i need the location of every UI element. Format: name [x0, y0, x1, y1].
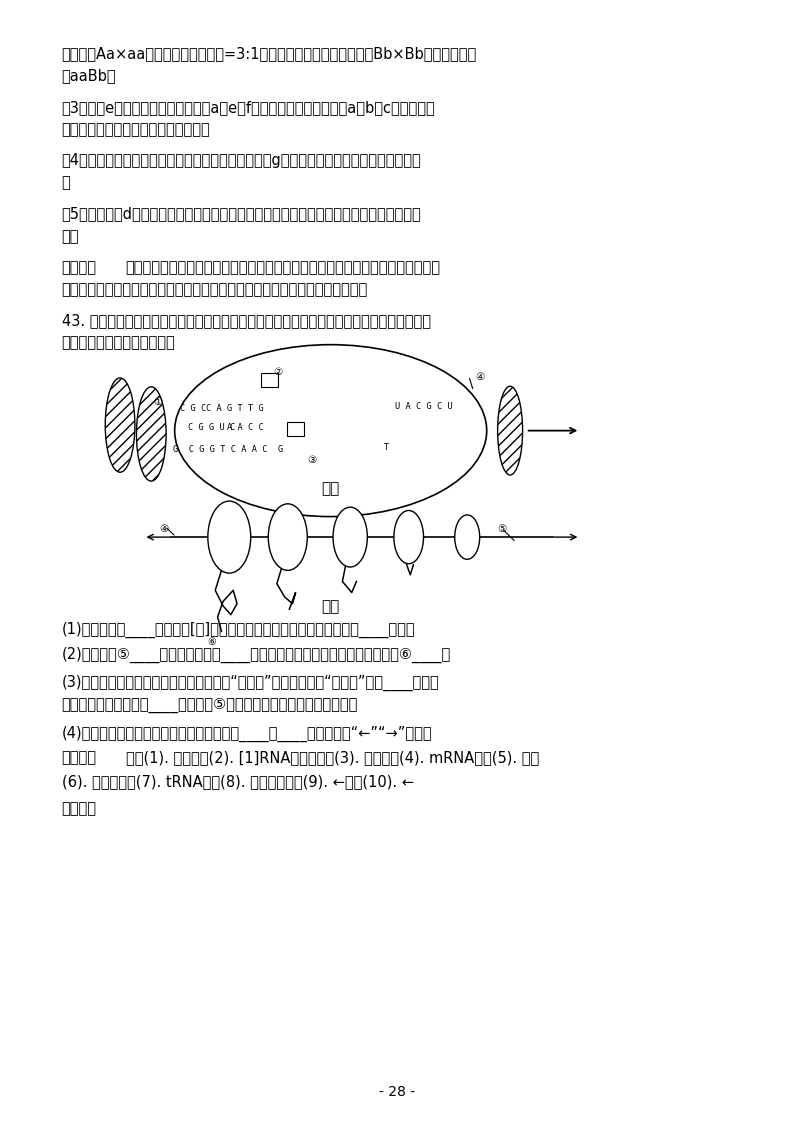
Text: ③: ③	[307, 455, 317, 465]
Text: G  C G G T C A A C  G: G C G G T C A A C G	[173, 445, 283, 454]
Ellipse shape	[137, 386, 166, 481]
Text: T: T	[384, 442, 389, 451]
Text: (4)图甲和图乙所涉及的过程中发生方向为：____，____。（用箭头“←”“→”表示）: (4)图甲和图乙所涉及的过程中发生方向为：____，____。（用箭头“←”“→…	[62, 725, 432, 742]
Ellipse shape	[333, 508, 368, 567]
Text: 【答案】: 【答案】	[62, 750, 97, 765]
Text: (3)完成图乙所示过程，还需扳运氨基酸的“扳运工”参与，这里的“扳运工”是指____，该物: (3)完成图乙所示过程，还需扳运氨基酸的“扳运工”参与，这里的“扳运工”是指__…	[62, 675, 439, 691]
Text: 质一端的三个碘基称为____，可以与⑤物质上的三个相邻碘基互补配对。: 质一端的三个碘基称为____，可以与⑤物质上的三个相邻碘基互补配对。	[62, 697, 358, 713]
Text: ④: ④	[475, 372, 484, 382]
Text: 图乙: 图乙	[322, 600, 340, 614]
Ellipse shape	[208, 501, 251, 573]
Ellipse shape	[106, 378, 135, 472]
Text: 基因型为Aa×aa；后代中抗病：感病=3:1，故亲本中对应的基因型为：Bb×Bb；故丙的基因: 基因型为Aa×aa；后代中抗病：感病=3:1，故亲本中对应的基因型为：Bb×Bb…	[62, 46, 477, 61]
Text: 以提高突变了，但具有较大的盲目性；基因工程育种可以定向改造生物的性状。: 以提高突变了，但具有较大的盲目性；基因工程育种可以定向改造生物的性状。	[62, 282, 368, 296]
Text: ④: ④	[159, 523, 168, 533]
Text: 【解析】: 【解析】	[62, 801, 97, 816]
Text: ①: ①	[153, 398, 163, 408]
Text: C G C: C G C	[180, 404, 206, 413]
Text: ②: ②	[274, 367, 283, 377]
Text: （4）由于基因突变的频率较低，而且是不定向的，故g诱变育种最不容易获得高秵目标品种: （4）由于基因突变的频率较低，而且是不定向的，故g诱变育种最不容易获得高秵目标品…	[62, 154, 422, 168]
Ellipse shape	[498, 386, 522, 475]
Text: C G G U C: C G G U C	[188, 422, 235, 432]
Text: 【点睛】: 【点睛】	[62, 259, 97, 275]
Text: (2)图甲中的⑤____形成后，需通过____（填结构）才能进入细胞质到达细胞器⑥____。: (2)图甲中的⑤____形成后，需通过____（填结构）才能进入细胞质到达细胞器…	[62, 647, 451, 663]
Text: 。: 。	[62, 175, 71, 191]
Text: ⑤: ⑤	[497, 523, 506, 533]
Ellipse shape	[268, 504, 307, 570]
Ellipse shape	[394, 511, 423, 564]
Text: 生在细胞质中，请据图回答：: 生在细胞质中，请据图回答：	[62, 336, 175, 350]
Text: (6). 核糖体　　(7). tRNA　　(8). 反密码子　　(9). ←　　(10). ←: (6). 核糖体 (7). tRNA (8). 反密码子 (9). ← (10)…	[62, 775, 414, 789]
Text: 图甲: 图甲	[322, 482, 340, 496]
Text: - 28 -: - 28 -	[379, 1086, 415, 1099]
Text: （3）过程e表示花药离体培养，过程a、e、f表示单倍体育种，与过程a、b、c表示的杂交: （3）过程e表示花药离体培养，过程a、e、f表示单倍体育种，与过程a、b、c表示…	[62, 100, 435, 116]
Text: A A C C: A A C C	[227, 422, 264, 432]
Text: 杂交育种操作简便，但耗时较长；单倍体育种可以明显缩短育种年限；诱变育种可: 杂交育种操作简便，但耗时较长；单倍体育种可以明显缩短育种年限；诱变育种可	[125, 259, 441, 275]
Text: 为aaBb。: 为aaBb。	[62, 69, 116, 83]
Ellipse shape	[455, 515, 480, 559]
Text: 43. 下图表示某真核细胞中遗传信息传递的部分过程，图甲过程发生在细胞核中，图乙过程发: 43. 下图表示某真核细胞中遗传信息传递的部分过程，图甲过程发生在细胞核中，图乙…	[62, 313, 430, 328]
Text: C A G T T G: C A G T T G	[206, 404, 264, 413]
Text: 育种相比，可以明显的缩短育种年限。: 育种相比，可以明显的缩短育种年限。	[62, 122, 210, 137]
Text: 分。: 分。	[62, 229, 79, 244]
Text: U A C G C U: U A C G C U	[395, 402, 453, 411]
Text: ⑥: ⑥	[207, 637, 216, 647]
Text: （5）可以采用d基因工程，将动物蛋白基因导入植物细胞中，使玉米中含有某种动物蛋白成: （5）可以采用d基因工程，将动物蛋白基因导入植物细胞中，使玉米中含有某种动物蛋白…	[62, 207, 422, 221]
Text: (1)图甲所示为____过程，在[　]　　　　催化作用下完成；图乙所示为____过程。: (1)图甲所示为____过程，在[ ] 催化作用下完成；图乙所示为____过程。	[62, 621, 415, 638]
Text: (1). 转录　　(2). [1]RNA聚合酶　　(3). 翻译　　(4). mRNA　　(5). 核孔: (1). 转录 (2). [1]RNA聚合酶 (3). 翻译 (4). mRNA…	[125, 750, 539, 765]
